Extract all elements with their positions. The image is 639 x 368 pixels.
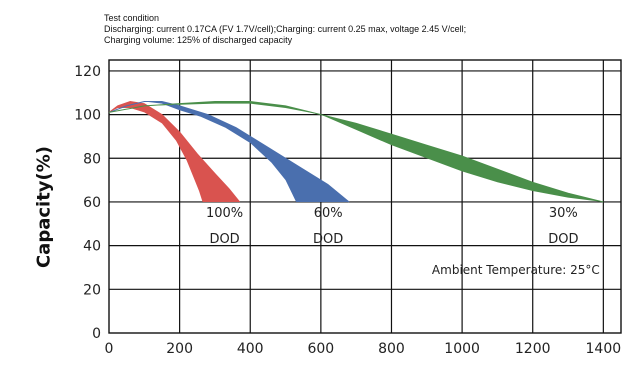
x-tick-label: 1000 [444,341,480,357]
series-band-2 [109,101,604,202]
series-label-dod: DOD [209,232,239,247]
x-tick-label: 1400 [586,341,622,357]
test-condition-title: Test condition [104,13,160,23]
x-tick-label: 600 [307,341,334,357]
series-upper-line-1 [108,100,350,203]
y-tick-label: 0 [92,326,101,342]
x-tick-label: 200 [166,341,193,357]
series-upper-line-2 [108,100,604,203]
y-tick-label: 40 [83,239,101,255]
series-label-percent: 100% [206,206,243,221]
y-tick-label: 100 [74,108,101,124]
x-tick-label: 1200 [515,341,551,357]
y-tick-label: 20 [83,282,101,298]
y-tick-label: 60 [83,195,101,211]
x-tick-label: 0 [105,341,114,357]
plot-frame [108,59,622,334]
test-condition-line1: Discharging: current 0.17CA (FV 1.7V/cel… [104,24,467,34]
series-band-0 [109,101,240,202]
x-tick-label: 800 [378,341,405,357]
ambient-temperature-note: Ambient Temperature: 25°C [432,263,600,277]
y-tick-label: 120 [74,64,101,80]
y-tick-label: 80 [83,151,101,167]
series-band-1 [109,101,350,202]
series-label-percent: 60% [314,206,343,221]
series-upper-line-0 [108,100,241,203]
series-label-dod: DOD [548,232,578,247]
series-label-percent: 30% [549,206,578,221]
x-tick-label: 400 [237,341,264,357]
test-condition-line2: Charging volume: 125% of discharged capa… [104,35,293,45]
series-label-dod: DOD [313,232,343,247]
